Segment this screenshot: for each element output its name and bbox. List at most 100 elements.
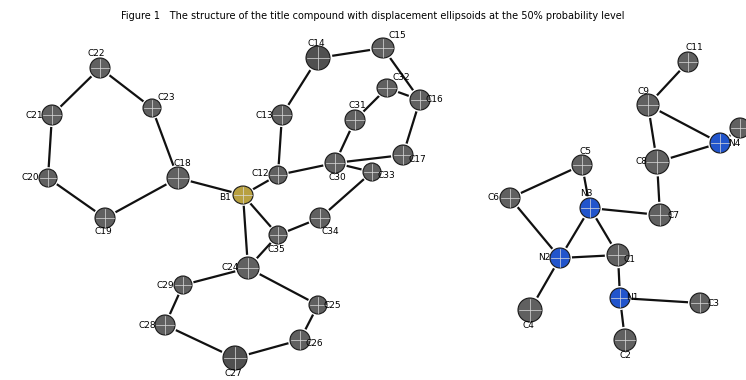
Text: C18: C18 (173, 160, 191, 168)
Text: C21: C21 (25, 111, 43, 119)
Text: C16: C16 (425, 95, 443, 104)
Ellipse shape (676, 50, 700, 74)
Ellipse shape (578, 196, 602, 220)
Ellipse shape (172, 274, 194, 296)
Ellipse shape (272, 105, 292, 125)
Ellipse shape (580, 198, 600, 218)
Text: C6: C6 (488, 193, 500, 203)
Text: N1: N1 (626, 293, 639, 302)
Ellipse shape (637, 94, 659, 116)
Ellipse shape (42, 105, 62, 125)
Ellipse shape (614, 329, 636, 351)
Ellipse shape (270, 103, 294, 127)
Text: N3: N3 (580, 190, 592, 198)
Ellipse shape (570, 153, 594, 177)
Text: C10: C10 (745, 119, 746, 128)
Ellipse shape (572, 155, 592, 175)
Ellipse shape (688, 291, 712, 315)
Ellipse shape (233, 186, 253, 204)
Text: C17: C17 (408, 155, 426, 163)
Ellipse shape (267, 224, 289, 246)
Ellipse shape (307, 294, 329, 316)
Text: C22: C22 (87, 49, 104, 59)
Ellipse shape (165, 165, 191, 191)
Text: C35: C35 (267, 244, 285, 253)
Text: C1: C1 (624, 255, 636, 263)
Text: C25: C25 (323, 301, 341, 309)
Ellipse shape (605, 242, 631, 268)
Ellipse shape (607, 244, 629, 266)
Ellipse shape (223, 346, 247, 370)
Text: C19: C19 (94, 228, 112, 236)
Ellipse shape (391, 143, 415, 167)
Ellipse shape (500, 188, 520, 208)
Ellipse shape (370, 36, 396, 60)
Text: N4: N4 (728, 138, 740, 147)
Text: B1: B1 (219, 193, 231, 203)
Ellipse shape (645, 150, 669, 174)
Ellipse shape (155, 315, 175, 335)
Ellipse shape (550, 248, 570, 268)
Ellipse shape (153, 313, 177, 337)
Text: C11: C11 (685, 43, 703, 52)
Ellipse shape (372, 38, 394, 58)
Ellipse shape (610, 288, 630, 308)
Text: C30: C30 (328, 173, 346, 182)
Ellipse shape (408, 88, 432, 112)
Ellipse shape (325, 153, 345, 173)
Text: C4: C4 (522, 321, 534, 331)
Ellipse shape (231, 184, 255, 206)
Ellipse shape (308, 206, 332, 230)
Text: C26: C26 (305, 339, 323, 348)
Ellipse shape (548, 246, 572, 270)
Text: C14: C14 (307, 40, 325, 49)
Text: Figure 1 The structure of the title compound with displacement ellipsoids at the: Figure 1 The structure of the title comp… (122, 11, 624, 21)
Ellipse shape (40, 103, 64, 127)
Ellipse shape (678, 52, 698, 72)
Ellipse shape (174, 276, 192, 294)
Ellipse shape (410, 90, 430, 110)
Text: C7: C7 (668, 211, 680, 220)
Text: C8: C8 (635, 157, 647, 166)
Ellipse shape (608, 286, 632, 310)
Ellipse shape (237, 257, 259, 279)
Text: C15: C15 (388, 32, 406, 41)
Ellipse shape (345, 110, 365, 130)
Ellipse shape (93, 206, 117, 230)
Text: C12: C12 (251, 168, 269, 177)
Ellipse shape (363, 163, 381, 181)
Ellipse shape (221, 344, 249, 372)
Ellipse shape (343, 108, 367, 132)
Ellipse shape (310, 208, 330, 228)
Ellipse shape (647, 202, 673, 228)
Text: C33: C33 (377, 171, 395, 180)
Ellipse shape (690, 293, 710, 313)
Ellipse shape (90, 58, 110, 78)
Ellipse shape (612, 327, 638, 353)
Ellipse shape (267, 164, 289, 186)
Text: C29: C29 (156, 280, 174, 290)
Ellipse shape (377, 79, 397, 97)
Ellipse shape (730, 118, 746, 138)
Ellipse shape (288, 328, 312, 352)
Ellipse shape (708, 131, 732, 155)
Ellipse shape (39, 169, 57, 187)
Text: C28: C28 (138, 320, 156, 329)
Ellipse shape (143, 99, 161, 117)
Ellipse shape (269, 166, 287, 184)
Ellipse shape (309, 296, 327, 314)
Ellipse shape (323, 151, 347, 175)
Text: C2: C2 (619, 352, 631, 361)
Text: C32: C32 (392, 73, 410, 81)
Ellipse shape (167, 167, 189, 189)
Text: C23: C23 (157, 92, 175, 101)
Text: C13: C13 (255, 111, 273, 119)
Ellipse shape (306, 46, 330, 70)
Ellipse shape (498, 186, 522, 210)
Ellipse shape (141, 97, 163, 119)
Text: C34: C34 (322, 228, 339, 236)
Ellipse shape (361, 161, 383, 183)
Ellipse shape (235, 255, 261, 281)
Ellipse shape (710, 133, 730, 153)
Ellipse shape (649, 204, 671, 226)
